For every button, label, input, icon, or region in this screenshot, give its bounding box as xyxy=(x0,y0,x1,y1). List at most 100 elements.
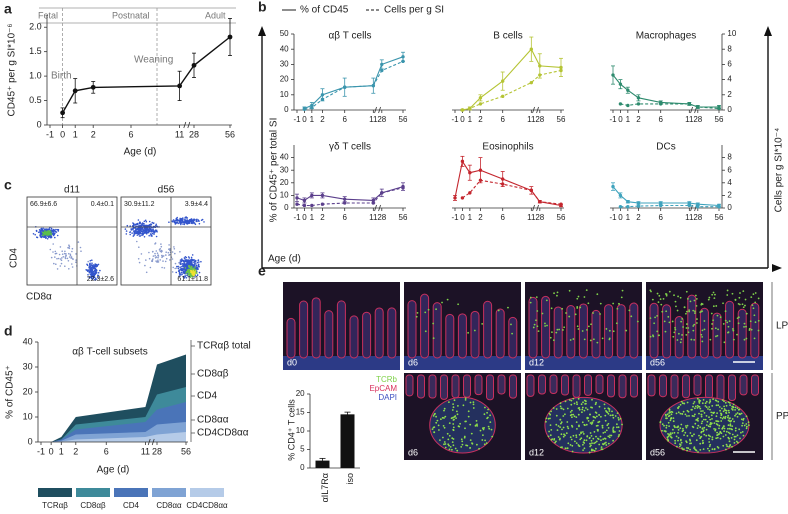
tcr-signal xyxy=(735,430,737,432)
tcr-signal xyxy=(469,424,471,426)
x-tick-label: 28 xyxy=(377,213,386,222)
villus xyxy=(325,311,333,358)
tcr-signal xyxy=(486,412,488,414)
flow-event xyxy=(148,252,150,254)
flow-event xyxy=(68,260,70,262)
tcr-signal xyxy=(725,416,727,418)
tcr-signal xyxy=(615,415,617,417)
data-point xyxy=(468,171,471,174)
tcr-signal xyxy=(687,435,689,437)
flow-event xyxy=(188,263,190,265)
tcr-signal xyxy=(550,337,552,339)
data-point xyxy=(401,60,404,63)
tcr-signal xyxy=(577,325,579,327)
data-point xyxy=(321,98,324,101)
tcr-signal xyxy=(584,447,586,449)
flow-event xyxy=(177,266,179,268)
tcr-signal xyxy=(433,337,435,339)
tcr-signal xyxy=(697,427,699,429)
tcr-signal xyxy=(714,294,716,296)
tcr-signal xyxy=(725,434,727,436)
tcr-signal xyxy=(742,422,744,424)
flow-event xyxy=(91,262,93,264)
x-tick-label: 6 xyxy=(128,129,133,139)
tcr-signal xyxy=(596,293,598,295)
y-tick-label: 40 xyxy=(280,44,289,53)
tcr-signal xyxy=(716,423,718,425)
flow-event xyxy=(161,246,163,248)
tcr-signal xyxy=(464,436,466,438)
flow-event xyxy=(68,268,70,270)
flow-event xyxy=(168,254,170,256)
tcr-signal xyxy=(564,413,566,415)
flow-event xyxy=(152,233,154,235)
villus xyxy=(671,375,678,398)
tcr-signal xyxy=(701,423,703,425)
tcr-signal xyxy=(460,446,462,448)
villus xyxy=(596,375,603,394)
tcr-signal xyxy=(438,425,440,427)
tcr-signal xyxy=(456,450,458,452)
flow-event xyxy=(61,263,63,265)
tcr-signal xyxy=(445,443,447,445)
tcr-signal xyxy=(692,330,694,332)
tcr-signal xyxy=(578,414,580,416)
flow-event xyxy=(188,265,190,267)
tcr-signal xyxy=(579,307,581,309)
tcr-signal xyxy=(658,301,660,303)
tcr-signal xyxy=(425,330,427,332)
tcr-signal xyxy=(731,425,733,427)
tcr-signal xyxy=(677,310,679,312)
tcr-signal xyxy=(684,432,686,434)
tcr-signal xyxy=(726,412,728,414)
tcr-signal xyxy=(568,316,570,318)
data-point xyxy=(619,102,622,105)
row-label: LP xyxy=(776,321,788,332)
legend-swatch xyxy=(114,488,148,497)
tcr-signal xyxy=(459,423,461,425)
tcr-signal xyxy=(712,398,714,400)
tcr-signal xyxy=(694,401,696,403)
tcr-signal xyxy=(488,428,490,430)
flow-event xyxy=(150,235,152,237)
flow-event xyxy=(52,251,54,253)
flow-event xyxy=(72,259,74,261)
tcr-signal xyxy=(677,440,679,442)
flow-event xyxy=(158,255,160,257)
day-label: d6 xyxy=(408,357,418,367)
tcr-signal xyxy=(711,323,713,325)
tcr-signal xyxy=(602,432,604,434)
y-tick-label: 30 xyxy=(280,165,289,174)
tcr-signal xyxy=(719,432,721,434)
y-tick-label: 20 xyxy=(280,178,289,187)
flow-event xyxy=(189,272,191,274)
x-tick-label: 6 xyxy=(342,213,347,222)
flow-event xyxy=(64,253,66,255)
x-tick-label: 56 xyxy=(557,115,566,124)
tcr-signal xyxy=(604,443,606,445)
tcr-signal xyxy=(559,419,561,421)
tcr-signal xyxy=(709,419,711,421)
flow-event xyxy=(144,228,146,230)
tcr-signal xyxy=(584,439,586,441)
x-tick-label: 6 xyxy=(500,115,505,124)
villus xyxy=(441,375,448,399)
data-point xyxy=(321,203,324,206)
flow-event xyxy=(141,235,143,237)
tcr-signal xyxy=(585,407,587,409)
tcr-signal xyxy=(565,312,567,314)
tcr-signal xyxy=(574,403,576,405)
tcr-signal xyxy=(484,443,486,445)
tcr-signal xyxy=(612,428,614,430)
tcr-signal xyxy=(718,433,720,435)
flow-event xyxy=(149,221,151,223)
tcr-signal xyxy=(699,311,701,313)
tcr-signal xyxy=(707,421,709,423)
tcr-signal xyxy=(482,434,484,436)
data-point xyxy=(295,203,298,206)
region-label: Fetal xyxy=(38,10,58,20)
tcr-signal xyxy=(703,399,705,401)
tcr-signal xyxy=(616,423,618,425)
tcr-signal xyxy=(576,442,578,444)
y-tick-label: 10 xyxy=(280,90,289,99)
